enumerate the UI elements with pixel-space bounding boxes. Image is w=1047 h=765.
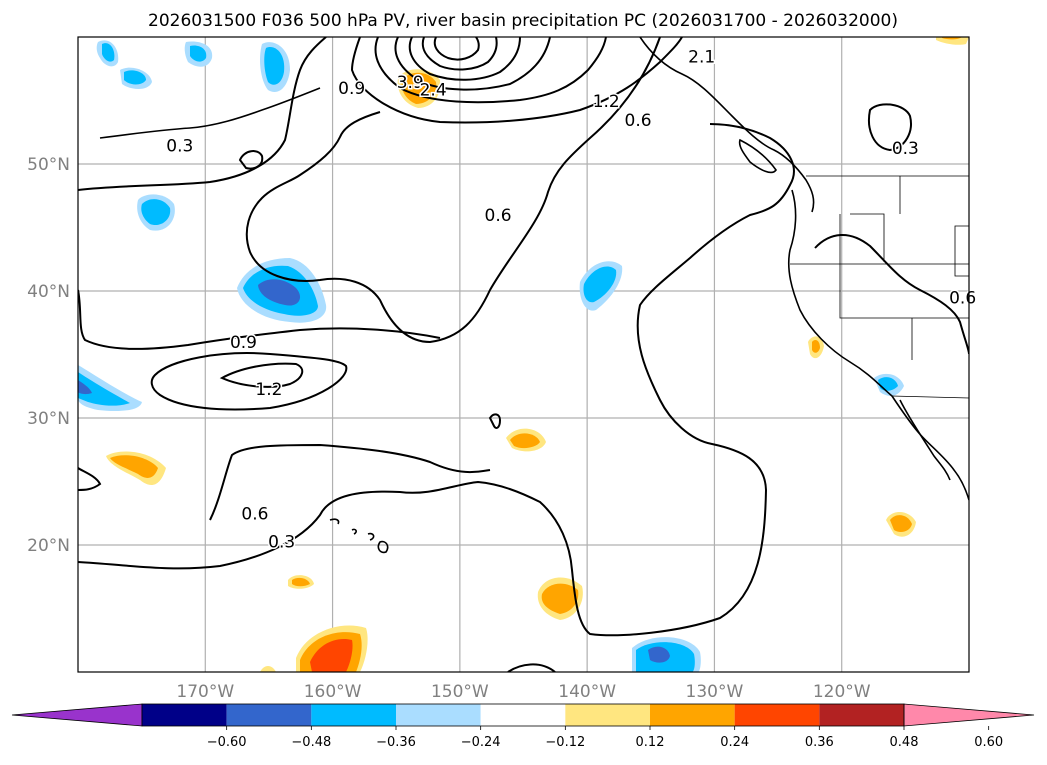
pv-contour-upper-6 xyxy=(433,37,480,61)
lat-tick-label: 20°N xyxy=(27,536,70,556)
colorbar-extend-high xyxy=(903,703,1035,727)
us-mexico-border xyxy=(891,395,969,399)
contour-label: 1.2 xyxy=(593,92,620,112)
negative-anomaly-blob xyxy=(632,637,701,672)
contour-label: 0.3 xyxy=(166,136,193,156)
contour-label: 3.9 xyxy=(397,73,424,93)
positive-anomaly-blob xyxy=(106,451,166,485)
contour-label: 0.3 xyxy=(268,533,295,553)
state-borders xyxy=(790,176,969,360)
pv-contour-upper-5 xyxy=(421,37,498,71)
pv-contour-upper-4 xyxy=(408,37,521,81)
pv-contours xyxy=(78,37,969,672)
positive-anomaly-blob xyxy=(886,511,916,537)
negative-anomaly-blob xyxy=(96,40,152,89)
colorbar-extend-low xyxy=(11,703,143,727)
colorbar-tick-label: −0.36 xyxy=(376,735,416,750)
aleutian-islands xyxy=(99,87,321,139)
contour-label: 0.6 xyxy=(485,206,512,226)
lon-tick-label: 130°W xyxy=(686,682,744,702)
axis-tick-labels: 170°W 160°W 150°W 140°W 130°W 120°W 20°N 30°N 40… xyxy=(27,155,871,702)
colorbar-segment xyxy=(480,704,566,726)
contour-label: 0.3 xyxy=(892,139,919,159)
contour-label: 2.1 xyxy=(688,47,715,67)
positive-anomaly-blob xyxy=(288,575,314,589)
pv-contour-0.3 xyxy=(78,37,327,191)
positive-anomaly-blob xyxy=(260,666,276,672)
colorbar: −0.60 −0.48 −0.36 −0.24 −0.12 0.12 0.24 0.36 0.4… xyxy=(11,703,1035,750)
positive-anomaly-blob xyxy=(296,625,368,672)
lat-tick-label: 30°N xyxy=(27,409,70,429)
pv-contour-0.3-right xyxy=(868,103,912,152)
map-panel: 0.30.92.13.92.41.20.60.60.30.60.91.20.60… xyxy=(27,36,978,702)
lat-tick-label: 40°N xyxy=(27,282,70,302)
positive-anomaly-blob xyxy=(808,336,824,359)
pv-contour-small-ring xyxy=(238,150,264,170)
lon-tick-label: 170°W xyxy=(176,682,234,702)
contour-label: 2.4 xyxy=(420,80,447,100)
pv-contour-tiny xyxy=(488,413,502,429)
negative-anomaly-blob xyxy=(78,365,142,412)
colorbar-frame xyxy=(141,703,905,727)
negative-anomaly-blob xyxy=(260,42,290,92)
pv-contour-bottom xyxy=(507,663,556,672)
colorbar-segment xyxy=(311,704,396,726)
colorbar-segment xyxy=(142,704,227,726)
pv-contour-1.2 xyxy=(219,362,304,388)
lon-tick-label: 120°W xyxy=(813,682,871,702)
pv-contour-0.6-left xyxy=(78,289,441,350)
pv-contour-upper-2 xyxy=(374,37,607,104)
colorbar-tick-label: −0.48 xyxy=(291,735,331,750)
colorbar-segment xyxy=(396,704,481,726)
colorbar-tick-label: 0.60 xyxy=(974,735,1003,750)
colorbar-segment xyxy=(734,704,820,726)
pv-contour-0.6-south xyxy=(209,443,491,521)
pv-contour-0.3-south xyxy=(78,123,795,637)
contour-label: 0.9 xyxy=(230,333,257,353)
pv-contour-0.6 xyxy=(245,37,661,344)
contour-label: 0.9 xyxy=(338,79,365,99)
lon-tick-label: 140°W xyxy=(558,682,616,702)
lat-tick-label: 50°N xyxy=(27,155,70,175)
figure-title: 2026031500 F036 500 hPa PV, river basin … xyxy=(148,11,898,31)
colorbar-segment xyxy=(650,704,735,726)
coastlines xyxy=(99,37,969,554)
pv-contour-west-edge xyxy=(78,467,102,491)
contour-label: 1.2 xyxy=(255,380,282,400)
pv-contour-0.9 xyxy=(150,352,348,411)
lon-tick-label: 160°W xyxy=(304,682,362,702)
pv-contour-upper-3 xyxy=(394,37,551,91)
contour-label: 0.6 xyxy=(241,505,268,525)
alaska-coast xyxy=(639,37,815,213)
positive-anomaly-blob xyxy=(506,428,546,452)
positive-anomaly-blob xyxy=(537,577,583,620)
map-frame xyxy=(77,36,970,673)
colorbar-tick-label: 0.12 xyxy=(636,735,665,750)
vancouver-island xyxy=(738,138,777,174)
colorbar-tick-label: −0.60 xyxy=(207,735,247,750)
precip-shading xyxy=(78,37,969,672)
hawaii-islands xyxy=(329,518,389,554)
pv-contour-0.6-right xyxy=(814,233,969,355)
contour-label: 0.6 xyxy=(625,111,652,131)
lon-tick-label: 150°W xyxy=(431,682,489,702)
colorbar-tick-label: 0.48 xyxy=(890,735,919,750)
colorbar-segment xyxy=(819,704,904,726)
pv-contour-upper-1 xyxy=(350,37,683,124)
negative-anomaly-blob xyxy=(184,41,213,67)
contour-label: 0.6 xyxy=(949,289,976,309)
gridlines xyxy=(78,37,969,672)
colorbar-segment xyxy=(226,704,312,726)
negative-anomaly-blob xyxy=(579,261,623,311)
colorbar-tick-label: 0.24 xyxy=(720,735,749,750)
colorbar-tick-label: −0.12 xyxy=(545,735,585,750)
negative-anomaly-blob xyxy=(137,194,175,231)
baja-california xyxy=(899,399,951,481)
colorbar-tick-label: −0.24 xyxy=(461,735,501,750)
north-america-west-coast xyxy=(787,189,969,501)
colorbar-tick-label: 0.36 xyxy=(805,735,834,750)
negative-anomaly-blob xyxy=(237,258,327,323)
colorbar-segment xyxy=(565,704,650,726)
